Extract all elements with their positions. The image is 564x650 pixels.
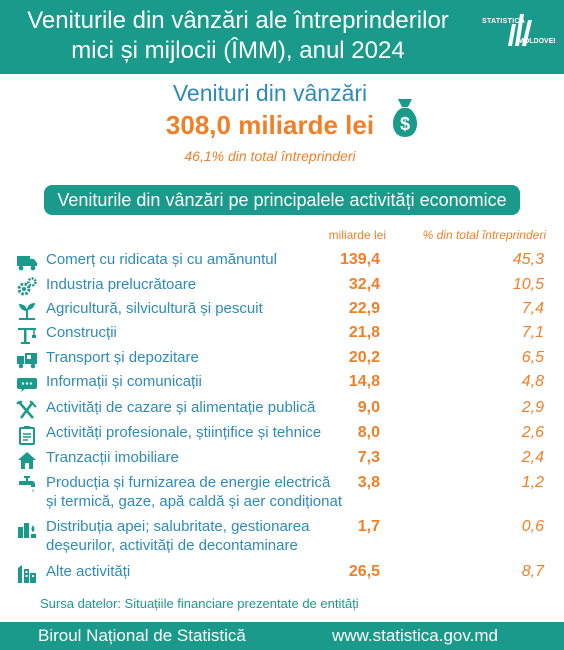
svg-text:$: $ <box>400 114 410 134</box>
plant-icon <box>19 303 35 320</box>
activity-label-line-2: și termică, gaze, apă caldă și aer condi… <box>46 493 342 510</box>
activity-label: Agricultură, silvicultură și pescuit <box>46 300 263 317</box>
water-treatment-icon <box>18 523 36 538</box>
title-line-2: mici și mijlocii (ÎMM), anul 2024 <box>71 37 405 64</box>
page-title: Veniturile din vânzări ale întreprinderi… <box>0 6 476 66</box>
column-header-value: miliarde lei <box>328 228 386 242</box>
activity-value: 139,4 <box>339 251 380 268</box>
activity-label: Activități profesionale, științifice și … <box>46 424 322 441</box>
activity-share: 10,5 <box>512 276 544 293</box>
activity-label: Transport și depozitare <box>46 349 199 366</box>
activity-value: 32,4 <box>348 276 380 293</box>
faucet-icon <box>19 476 35 492</box>
logo-text-top: STATISTICA <box>482 18 526 25</box>
activity-value: 7,3 <box>357 449 380 466</box>
activity-label: Distribuția apei; salubritate, gestionar… <box>46 517 346 555</box>
activity-share: 2,9 <box>521 399 544 416</box>
activity-label: Industria prelucrătoare <box>46 276 197 293</box>
activity-share: 1,2 <box>521 474 544 491</box>
gears-icon <box>17 277 37 296</box>
footer-website-link[interactable]: www.statistica.gov.md <box>332 626 498 645</box>
logo-text-bottom: MOLDOVEI <box>518 38 556 45</box>
activity-share: 6,5 <box>521 349 544 366</box>
section-title: Veniturile din vânzări pe principalele a… <box>44 185 520 215</box>
activity-share: 0,6 <box>521 518 544 535</box>
activity-value: 9,0 <box>357 399 380 416</box>
activity-value: 26,5 <box>348 563 380 580</box>
chat-bubble-icon <box>17 378 37 392</box>
crane-icon <box>18 328 36 344</box>
activity-share: 4,8 <box>521 373 544 390</box>
header-bar: Veniturile din vânzări ale întreprinderi… <box>0 0 564 74</box>
activity-label-line-1: Producția și furnizarea de energie elect… <box>46 474 331 491</box>
footer-bar: Biroul Național de Statistică www.statis… <box>0 622 564 650</box>
summary-value: 308,0 miliarde lei <box>165 110 375 140</box>
activity-label-line-2: deșeurilor, activități de decontaminare <box>46 537 298 554</box>
activity-share: 2,6 <box>521 424 544 441</box>
activity-label: Comerț cu ridicata și cu amănuntul <box>46 251 277 268</box>
activity-label-line-1: Distribuția apei; salubritate, gestionar… <box>46 518 310 535</box>
money-bag-icon: $ <box>392 99 418 137</box>
activity-label: Producția și furnizarea de energie elect… <box>46 473 346 511</box>
summary-share: 46,1% din total întreprinderi <box>184 148 356 164</box>
logo-bars-icon <box>508 14 532 46</box>
buildings-icon <box>18 565 36 583</box>
house-icon <box>18 452 36 469</box>
activity-value: 8,0 <box>357 424 380 441</box>
activity-label: Alte activități <box>46 563 131 580</box>
activity-value: 14,8 <box>348 373 380 390</box>
clipboard-icon <box>19 426 35 445</box>
activity-label: Activități de cazare și alimentație publ… <box>46 399 316 416</box>
fork-knife-icon <box>16 400 37 419</box>
activity-share: 8,7 <box>521 563 544 580</box>
delivery-truck-icon <box>17 353 37 369</box>
title-line-1: Veniturile din vânzări ale întreprinderi… <box>27 7 449 34</box>
activity-share: 7,4 <box>521 300 544 317</box>
activity-share: 45,3 <box>512 251 544 268</box>
activity-value: 3,8 <box>357 474 380 491</box>
statistica-logo: STATISTICA MOLDOVEI <box>482 10 556 56</box>
activity-label: Informații și comunicații <box>46 373 202 390</box>
activity-share: 7,1 <box>521 324 544 341</box>
activity-label: Construcții <box>46 324 117 341</box>
data-source-note: Sursa datelor: Situațiile financiare pre… <box>40 596 359 611</box>
activity-value: 21,8 <box>348 324 380 341</box>
summary-label: Venituri din vânzări <box>172 80 368 106</box>
activity-share: 2,4 <box>521 449 544 466</box>
activity-value: 1,7 <box>357 518 380 535</box>
activity-value: 22,9 <box>348 300 380 317</box>
activity-label: Tranzacții imobiliare <box>46 449 179 466</box>
footer-organization: Biroul Național de Statistică <box>38 626 246 645</box>
activity-value: 20,2 <box>348 349 380 366</box>
column-header-share: % din total întreprinderi <box>422 228 546 242</box>
truck-icon <box>17 256 37 271</box>
